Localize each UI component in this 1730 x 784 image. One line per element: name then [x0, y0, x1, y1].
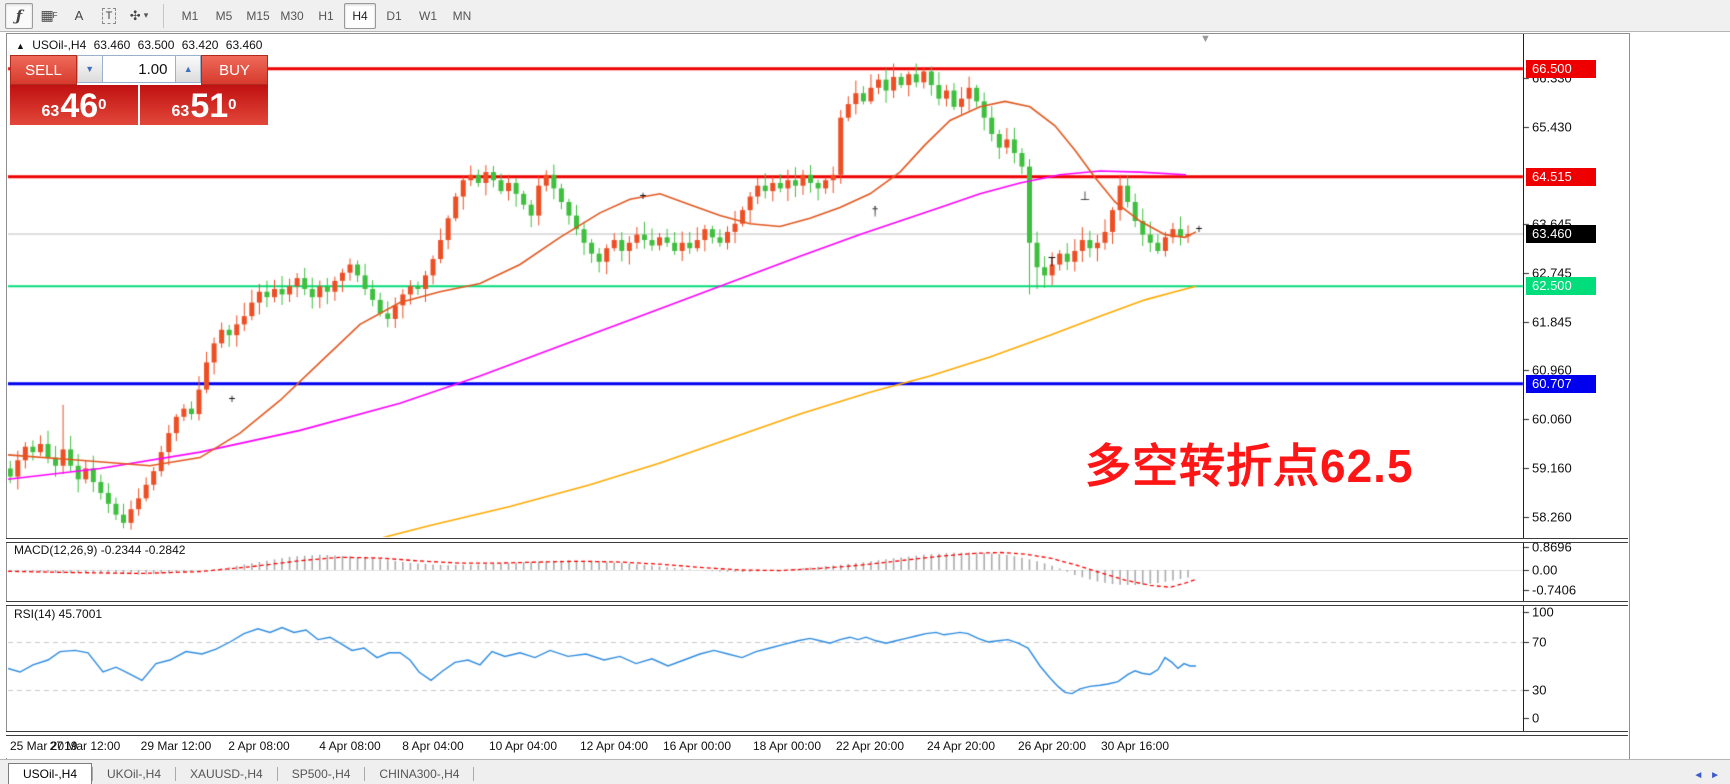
- time-axis-label: 2 Apr 08:00: [228, 739, 290, 753]
- main-macd-separator[interactable]: [6, 538, 1628, 543]
- time-axis-label: 16 Apr 00:00: [662, 739, 732, 753]
- time-axis-label: 30 Apr 16:00: [1100, 739, 1170, 753]
- price-level-badge: 60.707: [1526, 374, 1596, 393]
- tab-divider: [276, 767, 278, 781]
- open-value: 63.460: [93, 38, 131, 52]
- price-level-badge: 62.500: [1526, 277, 1596, 296]
- sell-price-whole: 63: [41, 103, 60, 120]
- rsi-timeaxis-separator: [6, 731, 1628, 736]
- price-tick-label: 59.160: [1532, 460, 1572, 476]
- volume-decrease-button[interactable]: ▼: [76, 55, 103, 83]
- chart-tab-usoilh4[interactable]: USOil-,H4: [8, 763, 93, 784]
- sell-button[interactable]: SELL: [10, 55, 77, 85]
- ohlc-header: ▲ USOil-,H4 63.460 63.500 63.420 63.460: [16, 38, 266, 52]
- tab-divider: [92, 767, 94, 781]
- chart-text-annotation[interactable]: 多空转折点62.5: [1085, 440, 1414, 492]
- indicator-scale-label: 100: [1532, 604, 1554, 620]
- buy-price-whole: 63: [171, 103, 190, 120]
- low-value: 63.420: [181, 38, 219, 52]
- time-axis-label: 26 Apr 20:00: [1017, 739, 1087, 753]
- time-axis-label: 12 Apr 04:00: [579, 739, 649, 753]
- sell-price-display[interactable]: 63 46 0: [10, 85, 138, 125]
- time-axis-label: 24 Apr 20:00: [926, 739, 996, 753]
- indicator-scale-label: 30: [1532, 682, 1547, 698]
- chart-tab-china300h4[interactable]: CHINA300-,H4: [379, 767, 460, 781]
- price-tick-label: 58.260: [1532, 509, 1572, 525]
- sell-price-pips: 46: [60, 87, 99, 125]
- volume-increase-button[interactable]: ▲: [175, 55, 202, 83]
- tab-scroll-arrows-icon[interactable]: ◄ ►: [1693, 770, 1722, 781]
- volume-input[interactable]: 1.00: [102, 55, 176, 83]
- indicator-scale-label: 0: [1532, 710, 1540, 726]
- time-axis-label: 22 Apr 20:00: [835, 739, 905, 753]
- buy-button[interactable]: BUY: [201, 55, 268, 85]
- indicator-scale-label: 0.8696: [1532, 539, 1572, 555]
- macd-rsi-separator[interactable]: [6, 601, 1628, 606]
- close-value: 63.460: [225, 38, 263, 52]
- time-axis-label: 8 Apr 04:00: [402, 739, 464, 753]
- high-value: 63.500: [137, 38, 175, 52]
- tab-divider: [473, 767, 475, 781]
- symbol-label: USOil-,H4: [32, 38, 87, 52]
- indicator-scale-label: 0.00: [1532, 562, 1558, 578]
- buy-price-point: 0: [228, 96, 237, 113]
- macd-indicator-label: MACD(12,26,9) -0.2344 -0.2842: [14, 543, 186, 557]
- time-axis-label: 25 Mar 2019: [10, 739, 78, 753]
- chart-tab-sp500h4[interactable]: SP500-,H4: [291, 767, 351, 781]
- price-tick-label: 62.745: [1532, 265, 1572, 281]
- tab-divider: [364, 767, 366, 781]
- tab-divider: [175, 767, 177, 781]
- price-level-badge: 66.500: [1526, 59, 1596, 78]
- sell-price-point: 0: [98, 96, 107, 113]
- time-axis-label: 4 Apr 08:00: [319, 739, 381, 753]
- price-tick-label: 61.845: [1532, 314, 1572, 330]
- price-tick-label: 60.060: [1532, 411, 1572, 427]
- chart-chevron-icon[interactable]: ▼: [1200, 33, 1211, 45]
- price-level-badge: 64.515: [1526, 167, 1596, 186]
- chart-tab-xauusdh4[interactable]: XAUUSD-,H4: [190, 767, 263, 781]
- price-tick-label: 60.960: [1532, 362, 1572, 378]
- price-axis-line: [1523, 34, 1524, 734]
- time-axis[interactable]: [6, 734, 1628, 758]
- time-axis-label: 18 Apr 00:00: [752, 739, 822, 753]
- buy-price-pips: 51: [190, 87, 229, 125]
- price-tick-label: 65.430: [1532, 119, 1572, 135]
- chart-tab-ukoilh4[interactable]: UKOil-,H4: [107, 767, 162, 781]
- price-level-badge: 63.460: [1526, 225, 1596, 244]
- chart-tab-bar: USOil-,H4 UKOil-,H4 XAUUSD-,H4 SP500-,H4 CHI…: [0, 759, 1730, 784]
- indicator-scale-label: -0.7406: [1532, 582, 1577, 598]
- buy-price-display[interactable]: 63 51 0: [140, 85, 268, 125]
- tick-direction-icon: ▲: [16, 41, 25, 51]
- time-axis-label: 29 Mar 12:00: [140, 739, 212, 753]
- indicator-scale-label: 70: [1532, 634, 1547, 650]
- time-axis-label: 10 Apr 04:00: [488, 739, 558, 753]
- one-click-trading-panel: SELL ▼ 1.00 ▲ BUY 63 46 0 63 51 0: [10, 55, 268, 125]
- rsi-indicator-label: RSI(14) 45.7001: [14, 607, 103, 621]
- time-axis-label: 27 Mar 12:00: [49, 739, 121, 753]
